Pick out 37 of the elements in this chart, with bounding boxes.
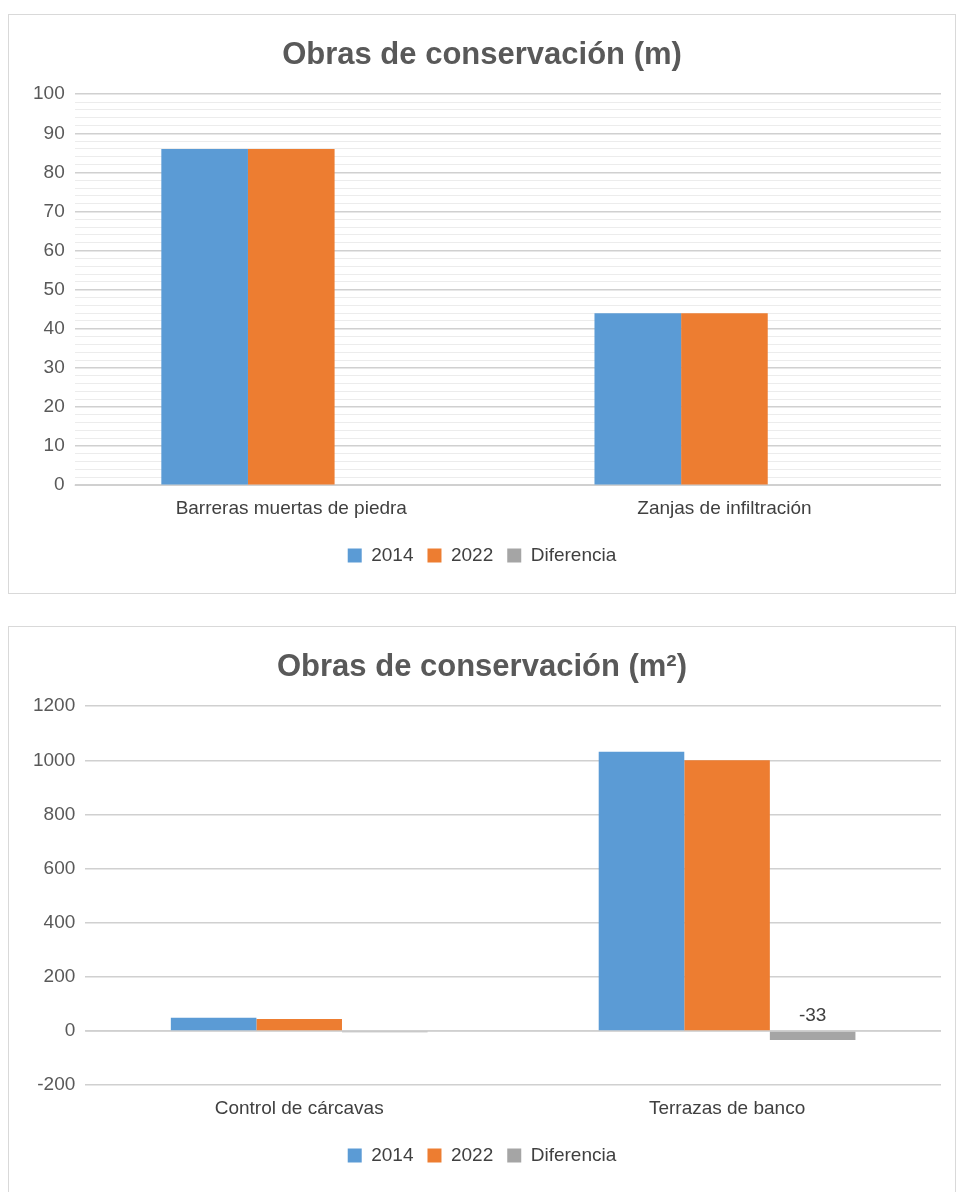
y-tick-label: -200 xyxy=(37,1073,76,1095)
x-tick-label: Zanjas de infiltración xyxy=(637,496,812,518)
bar xyxy=(684,760,770,1031)
bar xyxy=(256,1018,342,1031)
bar xyxy=(598,751,685,1031)
data-label: -33 xyxy=(798,1003,827,1025)
x-tick-label: Barreras muertas de piedra xyxy=(175,496,408,518)
y-tick-label: 800 xyxy=(43,802,76,824)
y-tick-label: 1000 xyxy=(32,748,76,770)
bar xyxy=(769,1031,856,1040)
y-tick-label: 100 xyxy=(33,82,65,104)
y-tick-label: 1200 xyxy=(32,694,76,716)
y-tick-label: 20 xyxy=(43,395,65,417)
y-tick-label: 30 xyxy=(43,356,65,378)
bar xyxy=(170,1017,257,1031)
y-tick-label: 80 xyxy=(43,160,65,182)
y-tick-label: 0 xyxy=(64,1019,76,1041)
y-tick-label: 200 xyxy=(43,965,76,987)
y-tick-label: 10 xyxy=(43,434,65,456)
y-tick-label: 600 xyxy=(43,856,76,878)
x-tick-label: Terrazas de banco xyxy=(648,1096,806,1118)
y-tick-label: 60 xyxy=(43,238,65,260)
legend-label: Diferencia xyxy=(530,543,617,565)
y-tick-label: 400 xyxy=(43,911,76,933)
y-tick-label: 0 xyxy=(54,473,65,495)
y-tick-label: 50 xyxy=(43,277,65,299)
legend-label: 2022 xyxy=(450,543,494,565)
legend-label: 2022 xyxy=(450,1143,494,1165)
y-tick-label: 90 xyxy=(43,121,65,143)
y-tick-label: 40 xyxy=(43,317,65,339)
x-tick-label: Control de cárcavas xyxy=(214,1096,384,1118)
legend-label: 2014 xyxy=(371,1143,414,1165)
legend-label: 2014 xyxy=(371,543,414,565)
chart-title: Obras de conservación (m) xyxy=(282,36,682,72)
chart-title: Obras de conservación (m²) xyxy=(276,648,688,684)
y-tick-label: 70 xyxy=(43,199,65,221)
legend-label: Diferencia xyxy=(530,1143,617,1165)
